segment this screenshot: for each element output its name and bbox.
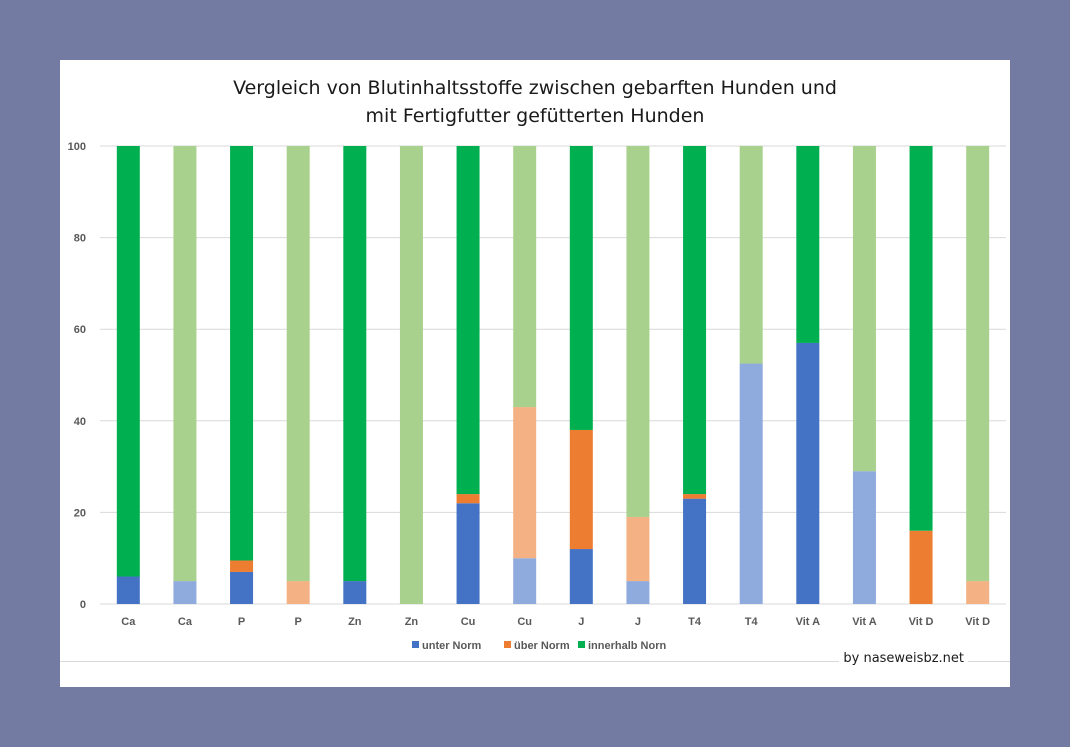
- x-tick-label: Cu: [517, 616, 532, 628]
- bar-segment-innerhalb-norn-15: [966, 146, 990, 582]
- bar-segment-über-norm-10: [683, 494, 707, 499]
- bar-segment-über-norm-15: [966, 581, 990, 604]
- bar-segment-unter-norm-0: [116, 576, 140, 604]
- x-tick-label: J: [635, 616, 641, 628]
- bar-segment-unter-norm-9: [626, 581, 650, 604]
- chart-title-line-2: mit Fertigfutter gefütterten Hunden: [365, 105, 705, 127]
- bar-segment-unter-norm-8: [569, 549, 593, 604]
- legend: unter Norm über Norm innerhalb Norn: [412, 640, 667, 652]
- bar-segment-innerhalb-norn-1: [173, 146, 197, 582]
- y-tick-label: 80: [74, 233, 86, 245]
- bar-segment-innerhalb-norn-14: [909, 146, 933, 531]
- bar-segment-innerhalb-norn-5: [399, 146, 423, 604]
- x-tick-label: Vit A: [796, 616, 821, 628]
- x-tick-label: Zn: [405, 616, 419, 628]
- x-tick-label: Vit D: [909, 616, 934, 628]
- bar-segment-über-norm-7: [513, 407, 537, 559]
- bar-segment-über-norm-3: [286, 581, 310, 604]
- bar-segment-innerhalb-norn-13: [852, 146, 876, 472]
- stacked-bar-chart: 0 20 40 60 80 100 Ca Ca P P Zn Zn Cu Cu J J T4 T4 Vit A Vi…: [68, 141, 1006, 652]
- legend-swatch: [504, 641, 511, 648]
- x-tick-label: T4: [745, 616, 759, 628]
- y-tick-label: 20: [74, 507, 86, 519]
- x-tick-label: Vit D: [965, 616, 990, 628]
- bar-segment-unter-norm-4: [343, 581, 367, 604]
- bar-segment-über-norm-14: [909, 530, 933, 604]
- legend-swatch: [578, 641, 585, 648]
- bar-segment-innerhalb-norn-3: [286, 146, 310, 582]
- bars: [116, 146, 990, 604]
- bar-segment-unter-norm-2: [230, 571, 254, 604]
- legend-label: über Norm: [514, 640, 570, 652]
- bar-segment-unter-norm-7: [513, 558, 537, 604]
- bar-segment-innerhalb-norn-4: [343, 146, 367, 582]
- x-axis-ticks: Ca Ca P P Zn Zn Cu Cu J J T4 T4 Vit A Vit A Vit D Vit D: [121, 616, 990, 628]
- y-axis-ticks: 0 20 40 60 80 100: [68, 141, 86, 611]
- bar-segment-über-norm-2: [230, 560, 254, 572]
- bar-segment-unter-norm-1: [173, 581, 197, 604]
- x-tick-label: Ca: [121, 616, 136, 628]
- y-tick-label: 40: [74, 416, 86, 428]
- bar-segment-innerhalb-norn-0: [116, 146, 140, 577]
- y-tick-label: 0: [80, 599, 86, 611]
- y-tick-label: 60: [74, 324, 86, 336]
- y-tick-label: 100: [68, 141, 86, 153]
- x-tick-label: P: [238, 616, 245, 628]
- x-tick-label: Vit A: [852, 616, 877, 628]
- legend-swatch: [412, 641, 419, 648]
- footer-divider: [60, 661, 1010, 662]
- bar-segment-unter-norm-13: [852, 471, 876, 604]
- x-tick-label: P: [295, 616, 302, 628]
- bar-segment-innerhalb-norn-9: [626, 146, 650, 517]
- bar-segment-unter-norm-11: [739, 363, 763, 604]
- bar-segment-innerhalb-norn-11: [739, 146, 763, 364]
- bar-segment-innerhalb-norn-12: [796, 146, 820, 343]
- bar-segment-unter-norm-10: [683, 498, 707, 604]
- chart-title: Vergleich von Blutinhaltsstoffe zwischen…: [10, 74, 1060, 130]
- bar-segment-über-norm-6: [456, 494, 480, 504]
- bar-segment-unter-norm-6: [456, 503, 480, 604]
- chart-panel: Vergleich von Blutinhaltsstoffe zwischen…: [60, 60, 1010, 687]
- bar-segment-über-norm-9: [626, 516, 650, 582]
- legend-label: innerhalb Norn: [588, 640, 667, 652]
- legend-label: unter Norm: [422, 640, 482, 652]
- bar-segment-innerhalb-norn-7: [513, 146, 537, 408]
- bar-segment-innerhalb-norn-2: [230, 146, 254, 561]
- x-tick-label: Cu: [461, 616, 476, 628]
- bar-segment-innerhalb-norn-8: [569, 146, 593, 430]
- x-tick-label: Ca: [178, 616, 193, 628]
- bar-segment-innerhalb-norn-6: [456, 146, 480, 495]
- x-tick-label: J: [578, 616, 584, 628]
- bar-segment-unter-norm-12: [796, 342, 820, 604]
- chart-title-line-1: Vergleich von Blutinhaltsstoffe zwischen…: [233, 77, 837, 99]
- bar-segment-innerhalb-norn-10: [683, 146, 707, 495]
- credit-text: by naseweisbz.net: [839, 651, 968, 666]
- x-tick-label: Zn: [348, 616, 362, 628]
- bar-segment-über-norm-8: [569, 429, 593, 550]
- x-tick-label: T4: [688, 616, 702, 628]
